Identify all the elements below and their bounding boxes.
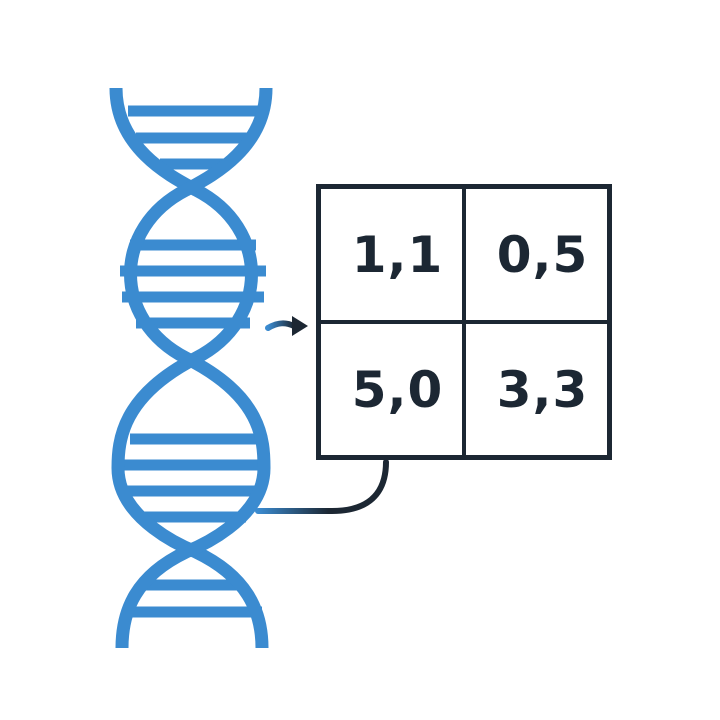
payoff-value: 3,3 [496, 360, 589, 419]
connector-line [255, 459, 389, 514]
payoff-value: 5,0 [351, 360, 444, 419]
payoff-value: 0,5 [496, 225, 589, 284]
helix-strand-b [115, 87, 273, 649]
payoff-matrix: 1,1 0,5 5,0 3,3 [316, 184, 612, 460]
helix-strand-a [109, 87, 269, 649]
payoff-value: 1,1 [351, 225, 444, 284]
dna-double-helix-icon [109, 87, 273, 649]
arrow-right-icon [265, 316, 308, 336]
payoff-cell-bottom-right: 3,3 [464, 322, 607, 455]
base-pair-rungs [120, 105, 266, 618]
payoff-cell-bottom-left: 5,0 [321, 322, 464, 455]
payoff-cell-top-left: 1,1 [321, 189, 464, 322]
payoff-cell-top-right: 0,5 [464, 189, 607, 322]
